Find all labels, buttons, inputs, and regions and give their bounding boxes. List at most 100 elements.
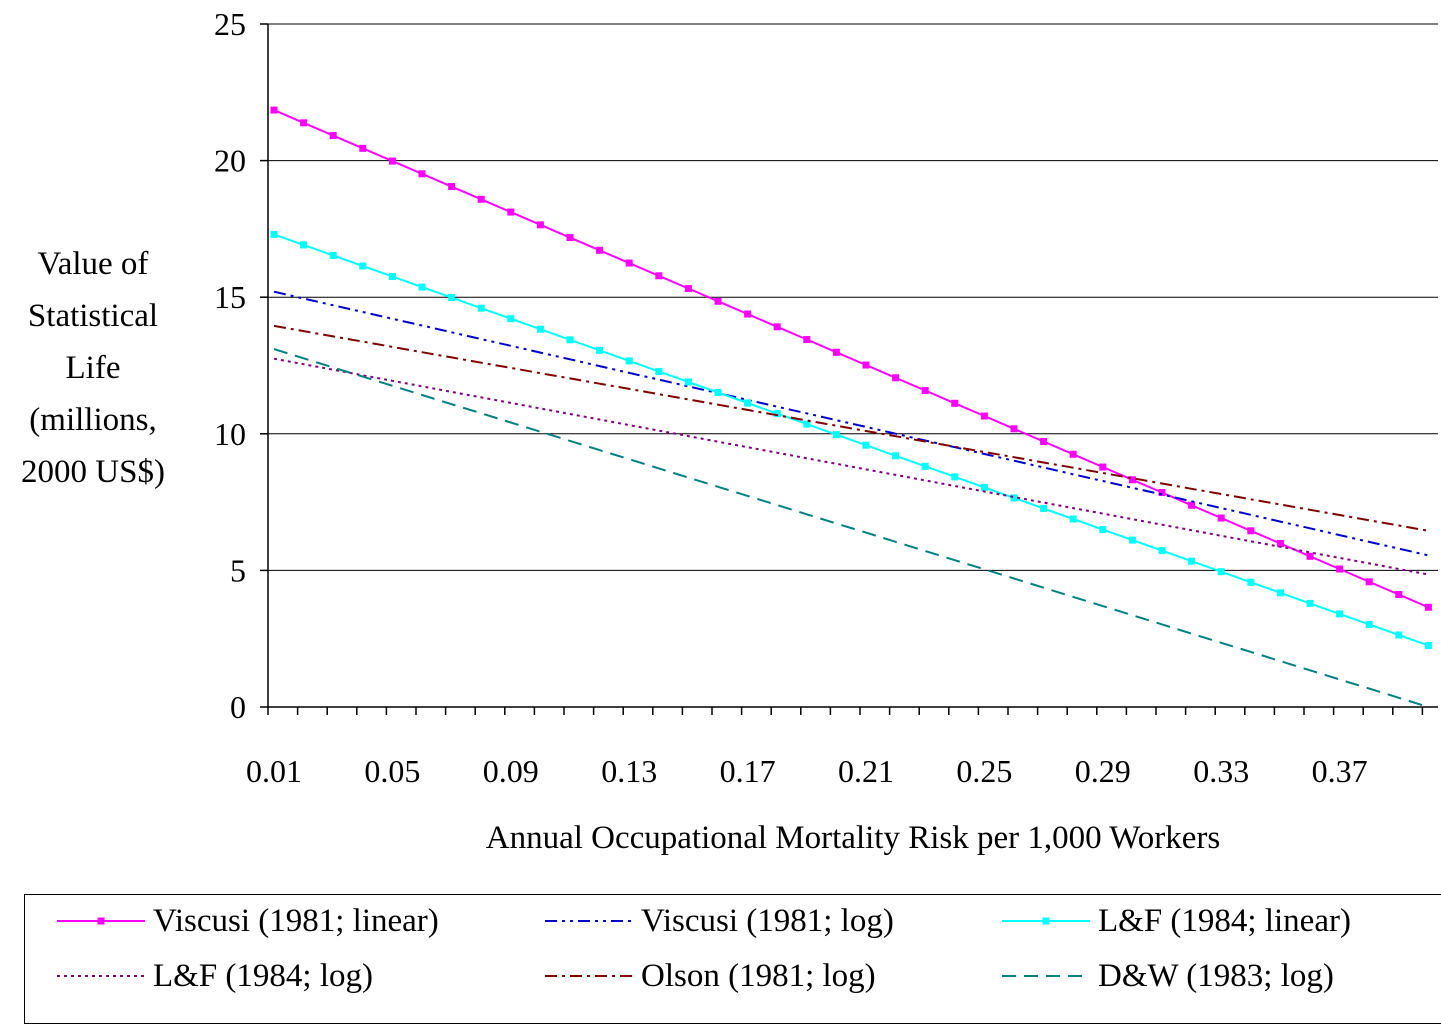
legend-swatch (1002, 917, 1090, 925)
data-point (1276, 589, 1284, 597)
data-point (1395, 591, 1403, 599)
y-tick-label: 15 (214, 279, 246, 315)
legend-item: Viscusi (1981; linear) (55, 896, 439, 946)
data-point (684, 285, 692, 293)
legend-label: L&F (1984; linear) (1098, 902, 1351, 939)
legend-item: D&W (1983; log) (1000, 951, 1334, 1001)
data-point (773, 323, 781, 331)
y-axis-label-line: 2000 US$) (21, 454, 165, 490)
legend-item: Olson (1981; log) (543, 951, 876, 1001)
data-point (684, 378, 692, 386)
legend-swatch (1002, 975, 1090, 977)
data-point (1336, 610, 1344, 618)
legend-item: Viscusi (1981; log) (543, 896, 894, 946)
series-line (273, 357, 1429, 576)
data-point (1010, 494, 1018, 502)
data-point (1010, 425, 1018, 433)
x-tick-label: 0.05 (364, 753, 420, 789)
data-point (1188, 557, 1196, 565)
legend-swatch (545, 920, 633, 922)
data-point (1424, 603, 1432, 611)
legend-label: D&W (1983; log) (1098, 957, 1334, 994)
series-1 (273, 290, 1429, 557)
series-3 (273, 357, 1429, 576)
data-point (803, 336, 811, 344)
data-point (951, 399, 959, 407)
data-point (1069, 450, 1077, 458)
data-point (892, 452, 900, 460)
data-point (418, 283, 426, 291)
axes (260, 23, 1438, 715)
x-tick-label: 0.01 (246, 753, 302, 789)
grid-lines (268, 23, 1438, 571)
data-point (921, 387, 929, 395)
legend-item: L&F (1984; linear) (1000, 896, 1351, 946)
series-line (273, 290, 1429, 557)
x-tick-label: 0.33 (1193, 753, 1249, 789)
y-tick-label: 0 (230, 689, 246, 725)
x-tick-labels: 0.01 0.05 0.09 0.13 0.17 0.21 0.25 0.29 0.33 0.37 (246, 753, 1368, 789)
data-point (596, 246, 604, 254)
data-point (507, 208, 515, 216)
y-tick-label: 10 (214, 416, 246, 452)
x-tick-label: 0.13 (601, 753, 657, 789)
x-tick-label: 0.09 (483, 753, 539, 789)
series-line (273, 109, 1429, 609)
data-point (1336, 565, 1344, 573)
x-tick-label: 0.37 (1312, 753, 1368, 789)
data-point (448, 294, 456, 302)
data-point (892, 374, 900, 382)
series-line (273, 324, 1429, 532)
legend-label: L&F (1984; log) (153, 957, 373, 994)
data-point (1128, 536, 1136, 544)
data-point (1099, 526, 1107, 534)
data-point (921, 462, 929, 470)
data-point (951, 473, 959, 481)
legend-item: L&F (1984; log) (55, 951, 373, 1001)
y-tick-label: 20 (214, 143, 246, 179)
y-tick-labels: 0 5 10 15 20 25 (214, 6, 246, 725)
legend-swatch (57, 917, 145, 925)
legend-label: Olson (1981; log) (641, 957, 876, 994)
data-point (1365, 578, 1373, 586)
y-tick-label: 5 (230, 552, 246, 588)
series-5 (273, 348, 1429, 708)
data-point (980, 483, 988, 491)
data-point (448, 183, 456, 191)
data-point (329, 132, 337, 140)
data-point (625, 259, 633, 267)
data-point (714, 297, 722, 305)
data-point (1365, 620, 1373, 628)
series-lines (270, 106, 1432, 708)
data-point (1306, 552, 1314, 560)
legend-swatch (57, 975, 145, 977)
data-point (1128, 476, 1136, 484)
data-point (832, 431, 840, 439)
data-point (477, 304, 485, 312)
x-axis-label: Annual Occupational Mortality Risk per 1… (485, 820, 1221, 856)
series-line (273, 233, 1429, 647)
y-tick-label: 25 (214, 6, 246, 42)
y-axis-label-line: Value of (37, 246, 149, 282)
data-point (1069, 515, 1077, 523)
data-point (1040, 438, 1048, 446)
series-0 (270, 106, 1432, 611)
data-point (862, 361, 870, 369)
x-tick-label: 0.29 (1075, 753, 1131, 789)
data-point (1040, 504, 1048, 512)
data-point (1247, 527, 1255, 535)
data-point (714, 389, 722, 397)
data-point (1099, 463, 1107, 471)
data-point (536, 221, 544, 229)
data-point (270, 230, 278, 238)
data-point (1158, 489, 1166, 497)
data-point (536, 325, 544, 333)
x-tick-label: 0.25 (956, 753, 1012, 789)
data-point (1306, 599, 1314, 607)
data-point (359, 262, 367, 270)
y-axis-label: Value of Statistical Life (millions, 200… (8, 238, 178, 498)
data-point (359, 144, 367, 152)
series-4 (273, 324, 1429, 532)
series-2 (270, 230, 1432, 650)
